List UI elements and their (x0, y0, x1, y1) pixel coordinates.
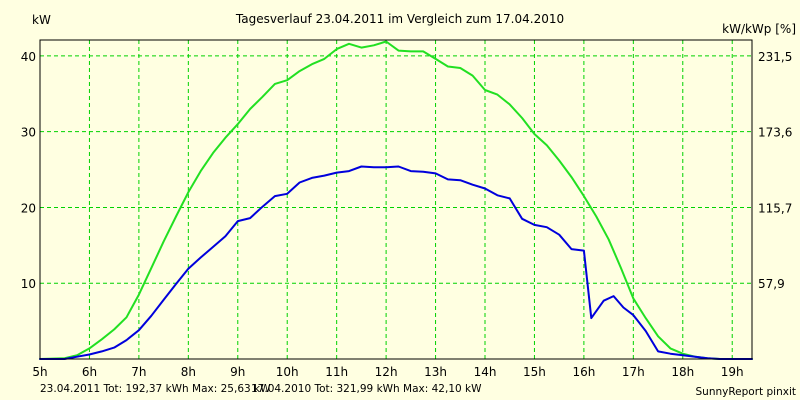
x-tick-label: 9h (230, 365, 245, 379)
x-tick-label: 12h (375, 365, 398, 379)
x-tick-label: 14h (474, 365, 497, 379)
y2-tick-label: 231,5 (758, 50, 792, 64)
footer-series-2010: 17.04.2010 Tot: 321,99 kWh Max: 42,10 kW (251, 383, 482, 395)
plot-frame (39, 39, 753, 360)
x-tick-label: 6h (82, 365, 97, 379)
y-tick-label: 20 (21, 201, 36, 215)
x-tick-label: 5h (32, 365, 47, 379)
footer-credit: SunnyReport pinxit (696, 386, 796, 398)
x-tick-label: 13h (424, 365, 447, 379)
x-tick-label: 10h (276, 365, 299, 379)
y-axis-label-left: kW (32, 13, 51, 27)
x-tick-label: 19h (721, 365, 744, 379)
x-tick-label: 15h (523, 365, 546, 379)
x-tick-label: 16h (572, 365, 595, 379)
axis-layer: 5h 6h 7h 8h 9h 10h 11h 12h 13h 14h 15h 16h 17h 18h 19h… (21, 50, 793, 379)
x-tick-label: 11h (325, 365, 348, 379)
y2-tick-label: 115,7 (758, 201, 792, 215)
series-line-17.04.2010 (39, 40, 753, 360)
chart-title: Tagesverlauf 23.04.2011 im Vergleich zum… (235, 12, 564, 26)
series-line-23.04.2011 (39, 165, 753, 360)
x-tick-label: 18h (671, 365, 694, 379)
x-tick-label: 17h (622, 365, 645, 379)
y2-tick-label: 173,6 (758, 126, 792, 140)
x-tick-label: 8h (181, 365, 196, 379)
y-tick-label: 10 (21, 277, 36, 291)
series-layer (39, 40, 753, 360)
y2-tick-label: 57,9 (758, 277, 785, 291)
y-tick-label: 40 (21, 50, 36, 64)
y-tick-label: 30 (21, 126, 36, 140)
y-axis-label-right: kW/kWp [%] (722, 22, 796, 36)
x-tick-label: 7h (131, 365, 146, 379)
footer-series-2011: 23.04.2011 Tot: 192,37 kWh Max: 25,63 kW (40, 383, 271, 395)
